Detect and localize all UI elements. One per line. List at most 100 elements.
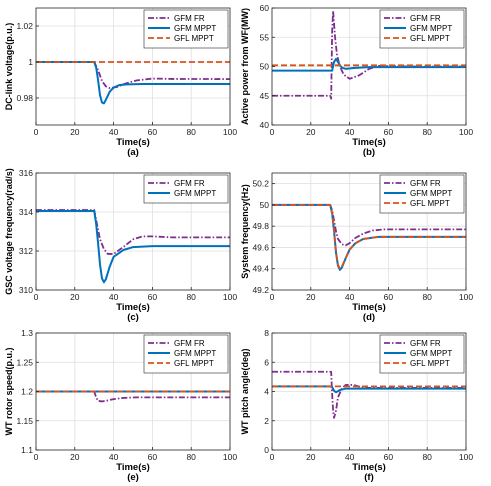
axes-box	[271, 172, 467, 291]
series-group	[36, 209, 230, 284]
series-line-gfm-mppt	[272, 57, 466, 72]
y-tick-label: 1.1	[21, 445, 33, 455]
y-tick-label: 0.98	[16, 93, 33, 103]
legend-entry: GFM FR	[410, 339, 441, 348]
y-tick-label: 310	[19, 285, 33, 295]
legend-entry: GFM FR	[174, 339, 205, 348]
x-tick-label: 80	[186, 452, 196, 462]
y-tick-label: 316	[19, 168, 33, 178]
legend-entry: GFL MPPT	[410, 34, 450, 43]
x-tick-label: 80	[422, 292, 432, 302]
y-axis-label: System frequency(Hz)	[240, 184, 250, 279]
series-group	[36, 61, 230, 105]
x-tick-label: 80	[186, 127, 196, 137]
x-tick-label: 40	[345, 127, 355, 137]
x-tick-label: 80	[186, 292, 196, 302]
x-tick-label: 40	[109, 292, 119, 302]
x-tick-label: 0	[34, 127, 39, 137]
y-tick-label: 1.25	[16, 357, 33, 367]
y-tick-label: 1.15	[16, 416, 33, 426]
subplot-e: 0 20 40 60 80 100 1.1 1.15 1.2 1.25 1.3 Time(s)(e) W…	[4, 328, 237, 483]
x-tick-label: 40	[109, 452, 119, 462]
x-tick-label: 20	[70, 127, 80, 137]
series-line-gfm-fr	[272, 204, 466, 247]
x-tick-label: 80	[422, 127, 432, 137]
legend-entry: GFM FR	[410, 14, 441, 23]
y-tick-label: 0	[264, 445, 269, 455]
legend-entry: GFM MPPT	[410, 24, 452, 33]
y-tick-label: 2	[264, 416, 269, 426]
legend-box	[143, 174, 229, 204]
y-tick-label: 49.4	[252, 264, 269, 274]
y-tick-label: 50	[260, 200, 270, 210]
series-line-gfl-mppt	[272, 204, 466, 270]
y-tick-label: 6	[264, 357, 269, 367]
y-axis-label: DC-link voltage(p.u.)	[4, 23, 14, 111]
legend-entry: GFM FR	[410, 179, 441, 188]
x-tick-label: 0	[34, 292, 39, 302]
legend-entry: GFM MPPT	[174, 189, 216, 198]
legend-entry: GFL MPPT	[410, 199, 450, 208]
y-tick-label: 4	[264, 387, 269, 397]
subplot-caption: (f)	[364, 472, 374, 483]
y-tick-label: 40	[260, 120, 270, 130]
y-tick-label: 55	[260, 32, 270, 42]
series-line-gfm-mppt	[36, 210, 230, 284]
x-tick-label: 100	[459, 127, 473, 137]
y-axis-label: Active power from WF(MW)	[240, 8, 250, 125]
x-tick-label: 40	[345, 452, 355, 462]
y-tick-label: 60	[260, 3, 270, 13]
series-line-gfm-fr	[36, 390, 230, 403]
axes-box	[35, 172, 231, 291]
x-tick-label: 80	[422, 452, 432, 462]
x-tick-label: 100	[459, 292, 473, 302]
y-tick-label: 49.6	[252, 242, 269, 252]
series-group	[36, 390, 230, 403]
x-tick-label: 0	[270, 452, 275, 462]
x-tick-label: 100	[223, 127, 237, 137]
x-axis-label: Time(s)	[352, 302, 386, 313]
subplot-a: 0 20 40 60 80 100 0.98 1 1.02 Time(s)(a) DC-link v…	[4, 7, 237, 158]
y-tick-label: 49.2	[252, 285, 269, 295]
x-tick-label: 60	[148, 127, 158, 137]
x-tick-label: 20	[306, 127, 316, 137]
subplot-c: 0 20 40 60 80 100 310 312 314 316 Time(s)(c) GSC vo…	[4, 168, 237, 323]
y-tick-label: 50	[260, 62, 270, 72]
y-tick-label: 314	[19, 207, 33, 217]
y-tick-label: 49.8	[252, 221, 269, 231]
y-tick-label: 8	[264, 328, 269, 338]
x-tick-label: 100	[223, 452, 237, 462]
x-tick-label: 20	[70, 452, 80, 462]
x-tick-label: 60	[148, 452, 158, 462]
subplot-caption: (c)	[127, 312, 139, 323]
y-tick-label: 312	[19, 246, 33, 256]
subplot-caption: (e)	[127, 472, 139, 483]
subplot-f: 0 20 40 60 80 100 0 2 4 6 8 Time(s)(f) WT pitch angl…	[240, 328, 473, 483]
legend-entry: GFM MPPT	[174, 349, 216, 358]
series-line-gfm-mppt	[36, 61, 230, 105]
subplot-caption: (b)	[363, 147, 375, 158]
series-group	[272, 370, 466, 419]
subplot-caption: (a)	[127, 147, 139, 158]
legend-entry: GFM FR	[174, 14, 205, 23]
x-tick-label: 20	[306, 292, 316, 302]
x-tick-label: 20	[306, 452, 316, 462]
x-axis-label: Time(s)	[352, 137, 386, 148]
x-tick-label: 100	[459, 452, 473, 462]
legend-entry: GFL MPPT	[410, 359, 450, 368]
x-axis-label: Time(s)	[352, 462, 386, 473]
x-axis-label: Time(s)	[116, 137, 150, 148]
x-axis-label: Time(s)	[116, 462, 150, 473]
y-tick-label: 1.02	[16, 21, 33, 31]
y-tick-label: 1.2	[21, 387, 33, 397]
x-tick-label: 40	[109, 127, 119, 137]
x-axis-label: Time(s)	[116, 302, 150, 313]
